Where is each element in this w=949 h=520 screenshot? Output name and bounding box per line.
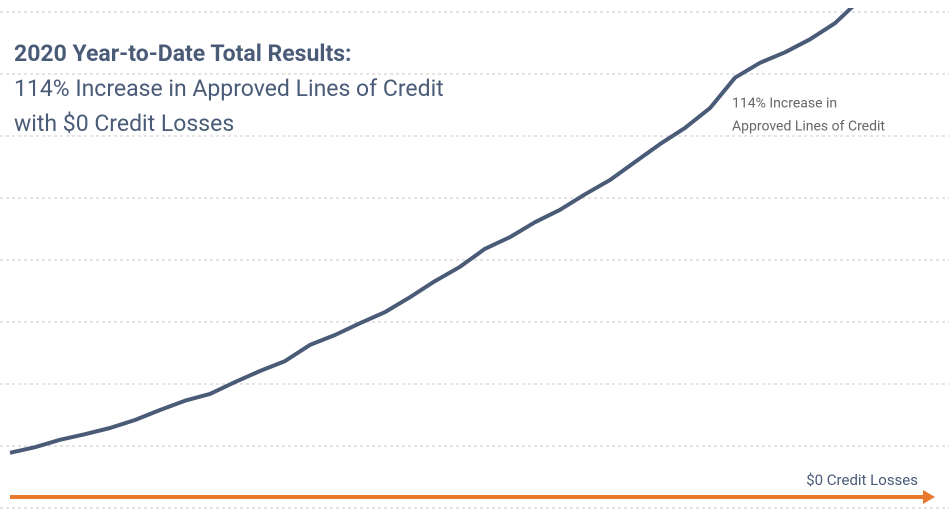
data-line	[9, 8, 855, 455]
baseline-label: $0 Credit Losses	[806, 471, 918, 489]
annotation: 114% Increase in	[732, 96, 837, 112]
chart-subtitle: 114% Increase in Approved Lines of Credi…	[14, 75, 444, 102]
annotation: Approved Lines of Credit	[732, 119, 885, 135]
arrow-head	[923, 490, 935, 504]
chart-title: 2020 Year-to-Date Total Results:	[14, 40, 352, 67]
chart-subtitle: with $0 Credit Losses	[14, 110, 234, 137]
